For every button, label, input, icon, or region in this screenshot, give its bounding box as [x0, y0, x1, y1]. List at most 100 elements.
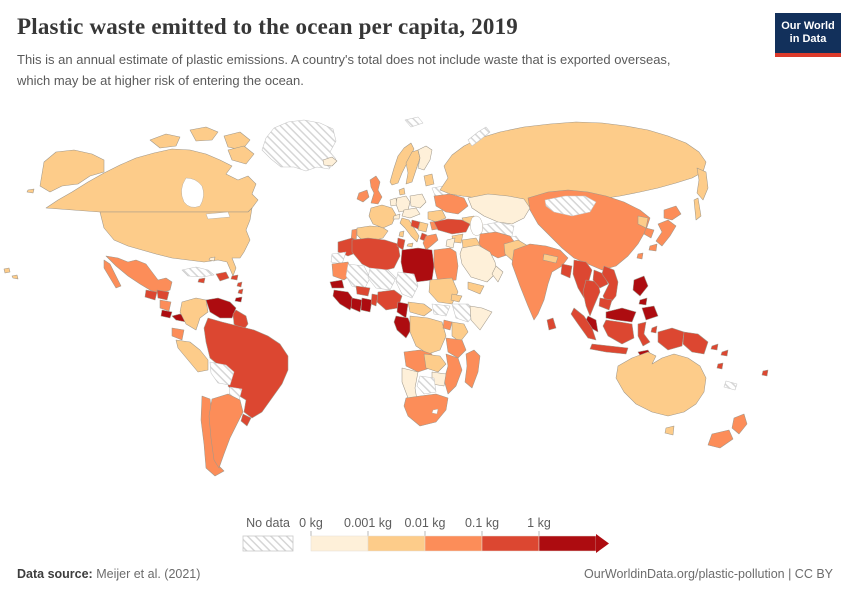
country-madagascar[interactable] [464, 349, 481, 389]
country-cote-divoire[interactable] [350, 297, 363, 313]
country-eritrea[interactable] [450, 293, 463, 303]
country-malaysia-borneo[interactable] [605, 307, 637, 323]
country-svalbard[interactable] [404, 116, 424, 128]
country-lesser-antilles-2[interactable] [237, 288, 244, 295]
country-solomon-2[interactable] [720, 349, 729, 357]
country-novaya-zemlya[interactable] [467, 126, 491, 147]
country-argentina[interactable] [208, 393, 244, 469]
country-aleutians[interactable] [26, 188, 35, 194]
country-philippines-visayas[interactable] [638, 297, 648, 306]
country-central-african-republic[interactable] [407, 301, 433, 317]
country-new-zealand-south[interactable] [707, 429, 734, 449]
country-iceland[interactable] [322, 156, 338, 167]
country-india[interactable] [511, 243, 569, 321]
country-romania[interactable] [427, 209, 447, 223]
country-peru[interactable] [175, 339, 209, 373]
country-yemen[interactable] [467, 281, 485, 295]
country-puerto-rico[interactable] [230, 274, 239, 281]
country-canada-arctic-3[interactable] [223, 131, 251, 151]
country-burkina-faso[interactable] [355, 285, 371, 297]
country-bahamas[interactable] [208, 256, 216, 262]
country-sakhalin[interactable] [693, 197, 702, 221]
country-hawaii-2[interactable] [11, 274, 19, 280]
country-greenland[interactable] [261, 119, 337, 172]
country-niger[interactable] [367, 267, 397, 291]
country-saudi-arabia[interactable] [459, 244, 498, 283]
country-dr-congo[interactable] [409, 315, 447, 355]
country-honduras[interactable] [156, 289, 170, 301]
owid-logo[interactable]: Our World in Data [775, 13, 841, 57]
country-cuba[interactable] [181, 266, 215, 278]
country-gabon-congo[interactable] [393, 315, 413, 339]
country-guinea-sierra-leone[interactable] [332, 289, 355, 311]
country-bolivia[interactable] [209, 361, 235, 386]
country-denmark[interactable] [398, 187, 406, 196]
country-jamaica[interactable] [197, 277, 206, 284]
country-sardinia[interactable] [398, 230, 405, 238]
country-baltics[interactable] [423, 173, 435, 187]
country-poland[interactable] [409, 193, 427, 209]
country-jordan-israel[interactable] [445, 237, 456, 249]
country-philippines-luzon[interactable] [632, 275, 649, 297]
country-colombia[interactable] [179, 297, 209, 331]
country-japan-hokkaido[interactable] [663, 205, 682, 221]
country-uk[interactable] [369, 175, 383, 205]
country-moluccas-1[interactable] [650, 325, 658, 334]
country-turkey[interactable] [433, 218, 471, 235]
country-kazakhstan[interactable] [467, 193, 531, 225]
country-france[interactable] [368, 204, 397, 229]
country-java[interactable] [589, 343, 629, 355]
country-new-zealand-north[interactable] [731, 413, 748, 435]
country-west-new-guinea[interactable] [657, 327, 685, 351]
legend-segment-2[interactable] [367, 535, 426, 552]
country-switzerland[interactable] [392, 213, 401, 220]
country-hawaii-1[interactable] [3, 267, 11, 274]
country-norway[interactable] [389, 142, 415, 186]
country-zambia[interactable] [423, 353, 447, 373]
country-canada[interactable] [45, 148, 259, 213]
country-mongolia[interactable] [544, 195, 597, 217]
country-trinidad[interactable] [234, 296, 243, 303]
country-botswana[interactable] [416, 375, 437, 395]
country-cameroon[interactable] [396, 301, 409, 319]
country-venezuela[interactable] [205, 297, 237, 319]
country-south-sudan[interactable] [431, 303, 451, 317]
country-serbia[interactable] [417, 221, 429, 233]
country-japan-honshu[interactable] [655, 219, 677, 247]
country-canada-arctic-2[interactable] [189, 126, 219, 142]
country-ghana[interactable] [360, 297, 373, 313]
country-algeria[interactable] [351, 237, 401, 273]
legend-segment-5[interactable] [538, 535, 597, 552]
country-sulawesi[interactable] [637, 321, 651, 347]
country-south-korea[interactable] [643, 227, 655, 239]
country-kamchatka[interactable] [696, 167, 709, 201]
country-ireland[interactable] [356, 189, 370, 203]
country-hispaniola[interactable] [215, 271, 230, 282]
country-greece[interactable] [422, 233, 439, 251]
country-canada-arctic-1[interactable] [149, 133, 181, 149]
country-sumatra[interactable] [570, 307, 597, 341]
country-bangladesh[interactable] [560, 263, 573, 279]
country-egypt[interactable] [433, 247, 459, 283]
country-nepal[interactable] [542, 253, 559, 264]
country-baffin-island[interactable] [227, 145, 255, 165]
country-baja-california[interactable] [103, 259, 122, 289]
country-alaska[interactable] [39, 149, 105, 193]
country-philippines-mindanao[interactable] [641, 305, 659, 321]
country-mozambique[interactable] [443, 353, 463, 395]
country-kenya[interactable] [451, 321, 469, 343]
country-south-africa[interactable] [403, 393, 449, 427]
country-indonesia-borneo[interactable] [602, 319, 635, 345]
country-ecuador[interactable] [171, 327, 185, 341]
country-fiji[interactable] [761, 369, 769, 377]
legend-segment-1[interactable] [310, 535, 369, 552]
country-czechia-austria[interactable] [401, 207, 421, 219]
country-tasmania[interactable] [664, 425, 675, 436]
country-solomon-1[interactable] [710, 343, 719, 351]
country-somalia[interactable] [469, 305, 493, 331]
country-spain[interactable] [356, 225, 389, 242]
legend-segment-3[interactable] [424, 535, 483, 552]
country-sicily[interactable] [406, 242, 414, 248]
footer-link[interactable]: OurWorldinData.org/plastic-pollution | C… [584, 567, 833, 581]
country-finland[interactable] [417, 145, 433, 171]
